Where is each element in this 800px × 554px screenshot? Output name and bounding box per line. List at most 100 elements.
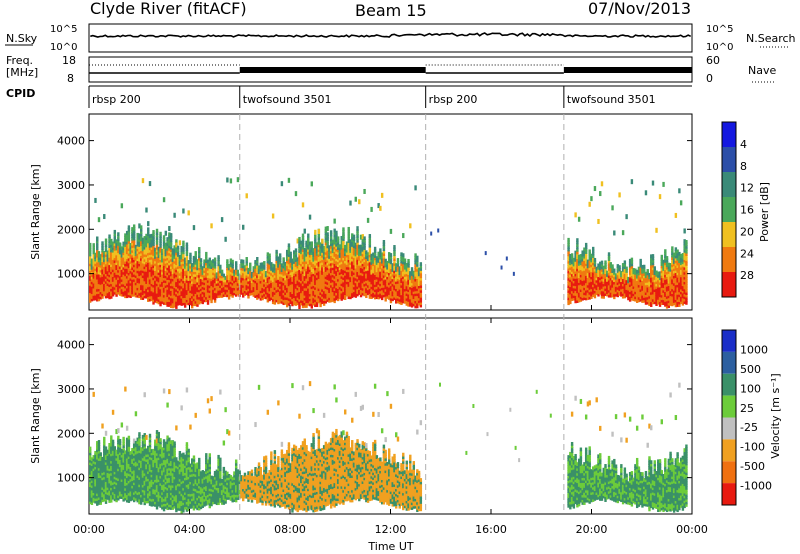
echo-cell [117,285,120,290]
echo-cell [349,280,352,285]
echo-cell [377,288,380,293]
echo-cell [194,280,197,285]
echo-cell [335,281,338,286]
echo-cell [183,301,187,306]
echo-cell [162,276,166,281]
echo-cell [402,292,405,297]
echo-cell [370,283,373,287]
echo-cell [108,288,111,292]
echo-cell [270,284,273,288]
echo-cell [635,296,639,301]
echo-cell [400,276,403,281]
echo-cell [305,252,308,257]
echo-cell [263,292,266,297]
echo-cell [336,285,340,289]
echo-cell [342,273,345,278]
echo-cell [308,302,312,307]
echo-cell [282,259,285,264]
echo-cell [315,261,319,266]
echo-cell [132,287,136,292]
echo-cell [293,296,296,301]
echo-cell [99,295,102,300]
echo-cell [131,236,134,241]
echo-cell [646,278,649,283]
echo-cell [108,246,111,251]
echo-cell [345,241,349,246]
echo-cell [361,234,365,240]
echo-cell [651,273,655,278]
echo-cell [351,282,354,286]
echo-cell [285,279,289,283]
echo-cell [655,280,658,285]
echo-cell [315,276,319,281]
echo-cell [287,272,291,277]
echo-cell [344,276,347,281]
echo-cell [412,273,416,278]
echo-cell [124,233,127,238]
echo-cell [347,265,350,270]
echo-cell [118,274,122,279]
echo-cell [191,272,194,277]
echo-cell [249,282,252,286]
echo-cell [132,265,136,270]
echo-cell [293,250,296,255]
echo-cell [118,245,122,250]
echo-cell [319,274,322,278]
echo-cell [409,295,412,300]
echo-cell [586,269,590,274]
echo-cell [655,292,658,297]
echo-cell [157,259,160,263]
echo-cell [345,265,349,270]
echo-cell [277,268,280,273]
echo-cell [115,268,118,273]
echo-cell [396,294,400,299]
echo-cell [315,242,319,247]
echo-cell [349,241,352,246]
echo-cell [623,284,627,289]
echo-cell [277,285,280,290]
echo-cell [305,272,308,277]
echo-cell [273,266,277,271]
echo-cell [340,243,343,248]
echo-cell [345,273,349,277]
echo-cell [201,297,204,302]
echo-cell [110,263,113,268]
echo-cell [261,264,264,269]
echo-cell [646,295,649,300]
echo-cell [314,278,317,283]
echo-cell [171,258,175,262]
echo-cell [317,260,321,265]
echo-cell [359,244,363,249]
echo-cell [140,230,143,234]
echo-cell [662,264,665,269]
echo-cell [256,278,259,283]
echo-cell [134,283,138,288]
echo-cell [178,257,182,262]
echo-cell [222,276,226,280]
echo-cell [104,253,108,257]
echo-cell [567,289,570,293]
echo-cell [113,281,117,285]
echo-cell [150,248,153,253]
echo-cell [111,270,115,275]
echo-cell [651,254,655,258]
echo-cell [648,282,651,287]
echo-cell [152,269,155,273]
echo-cell [310,265,314,270]
echo-cell [136,264,139,269]
echo-cell [329,298,333,303]
echo-cell [205,254,208,259]
echo-cell [331,239,335,244]
echo-cell [409,278,412,283]
echo-cell [154,257,157,262]
echo-cell [106,257,109,262]
echo-cell [315,281,319,286]
echo-cell [606,275,609,280]
echo-cell [90,258,94,263]
echo-cell [345,243,349,248]
echo-cell [155,253,159,257]
echo-cell [586,271,590,276]
echo-cell [164,267,168,271]
echo-cell [99,276,102,280]
echo-cell [368,268,372,272]
